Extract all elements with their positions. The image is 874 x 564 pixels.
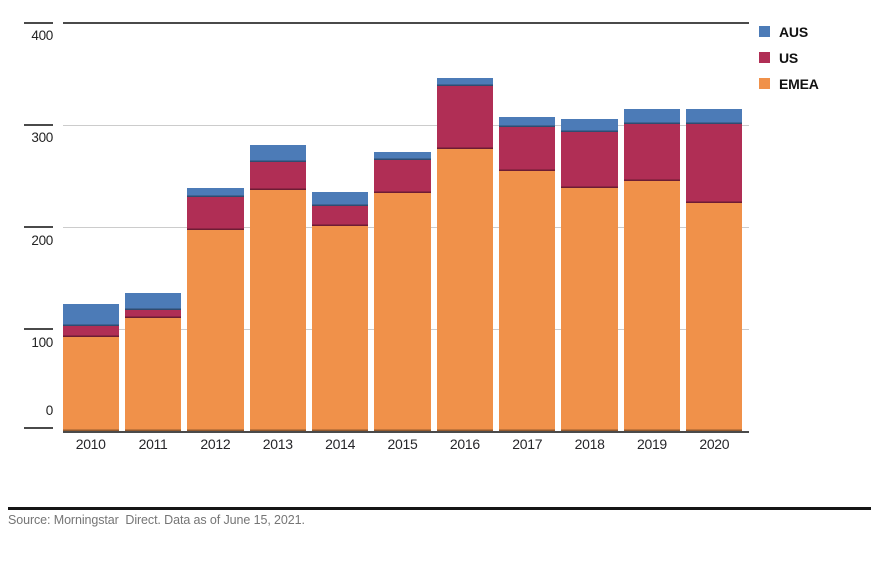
bar-2019-us-segment: [623, 123, 681, 181]
y-axis-tick-100: [24, 328, 53, 331]
bar-2016-emea-segment: [436, 149, 494, 432]
legend-swatch-us: [759, 52, 770, 63]
bar-2011-emea-segment: [124, 318, 182, 432]
x-axis-label-2010: 2010: [75, 436, 106, 452]
footer-divider: [8, 507, 871, 510]
x-axis-label-2014: 2014: [325, 436, 356, 452]
legend-swatch-aus: [759, 26, 770, 37]
bar-2020-us-segment: [686, 123, 743, 204]
bar-2013-emea-segment: [249, 190, 306, 432]
x-axis-label-2020: 2020: [699, 436, 730, 452]
bar-2010-aus-segment: [62, 303, 119, 327]
bar-2014-us-segment: [311, 205, 369, 226]
x-axis-label-2016: 2016: [449, 436, 480, 452]
x-axis-label-2019: 2019: [636, 436, 667, 452]
bar-2013-aus-segment: [249, 145, 306, 162]
bar-2014-aus-segment: [311, 192, 369, 206]
bar-2019-aus-segment: [623, 109, 681, 124]
bar-2019-emea-segment: [623, 180, 681, 432]
x-axis-label-2012: 2012: [200, 436, 231, 452]
bar-2018-aus-segment: [561, 118, 618, 132]
y-axis-tick-200: [24, 226, 53, 228]
bar-2015-aus-segment: [374, 152, 431, 160]
bar-2011-aus-segment: [124, 293, 182, 310]
y-axis-label-200: 200: [31, 232, 53, 248]
legend-label-emea: EMEA: [779, 76, 819, 92]
bar-2015-emea-segment: [374, 193, 431, 432]
bar-2015-us-segment: [374, 159, 431, 194]
bar-2012-aus-segment: [187, 188, 244, 198]
source-attribution: Source: Morningstar Direct. Data as of J…: [8, 513, 305, 527]
bar-2014-emea-segment: [311, 225, 369, 432]
bar-2020-emea-segment: [686, 203, 743, 432]
x-axis-line: [62, 431, 749, 433]
bar-2017-emea-segment: [499, 170, 556, 432]
bar-2012-emea-segment: [187, 230, 244, 432]
bar-2010-emea-segment: [62, 337, 119, 432]
x-axis-label-2015: 2015: [387, 436, 418, 452]
y-axis-tick-400: [24, 21, 53, 24]
bar-2016-aus-segment: [436, 77, 494, 86]
bar-2020-aus-segment: [686, 109, 743, 124]
bar-2016-us-segment: [436, 85, 494, 150]
gridline-300: [62, 124, 749, 126]
plot-top-border: [62, 21, 749, 24]
legend-swatch-emea: [759, 78, 770, 89]
bar-2018-emea-segment: [561, 188, 618, 432]
legend-label-us: US: [779, 50, 799, 66]
x-axis-label-2017: 2017: [512, 436, 543, 452]
stacked-bar-chart: 0 100 200 300 400 2010 2011 2012 2013 2014 2015 201…: [24, 21, 749, 452]
bar-2010-us-segment: [62, 326, 119, 338]
bar-2017-us-segment: [499, 126, 556, 171]
y-axis-label-0: 0: [45, 403, 54, 418]
x-axis-label-2011: 2011: [138, 436, 168, 452]
bar-2012-us-segment: [187, 197, 244, 231]
x-axis-label-2013: 2013: [262, 436, 293, 452]
y-axis-label-300: 300: [31, 130, 53, 146]
x-axis-label-2018: 2018: [574, 436, 605, 452]
bar-2011-us-segment: [124, 309, 182, 318]
legend-label-aus: AUS: [779, 24, 808, 40]
y-axis-tick-300: [24, 123, 53, 126]
legend-item-us: US: [759, 51, 869, 66]
legend-item-aus: AUS: [759, 25, 869, 40]
y-axis-tick-0: [24, 427, 53, 429]
bar-2018-us-segment: [561, 131, 618, 189]
legend-item-emea: EMEA: [759, 77, 869, 92]
y-axis-label-100: 100: [31, 334, 53, 350]
y-axis-label-400: 400: [31, 28, 53, 43]
bar-2017-aus-segment: [499, 116, 556, 127]
bar-2013-us-segment: [249, 161, 306, 191]
